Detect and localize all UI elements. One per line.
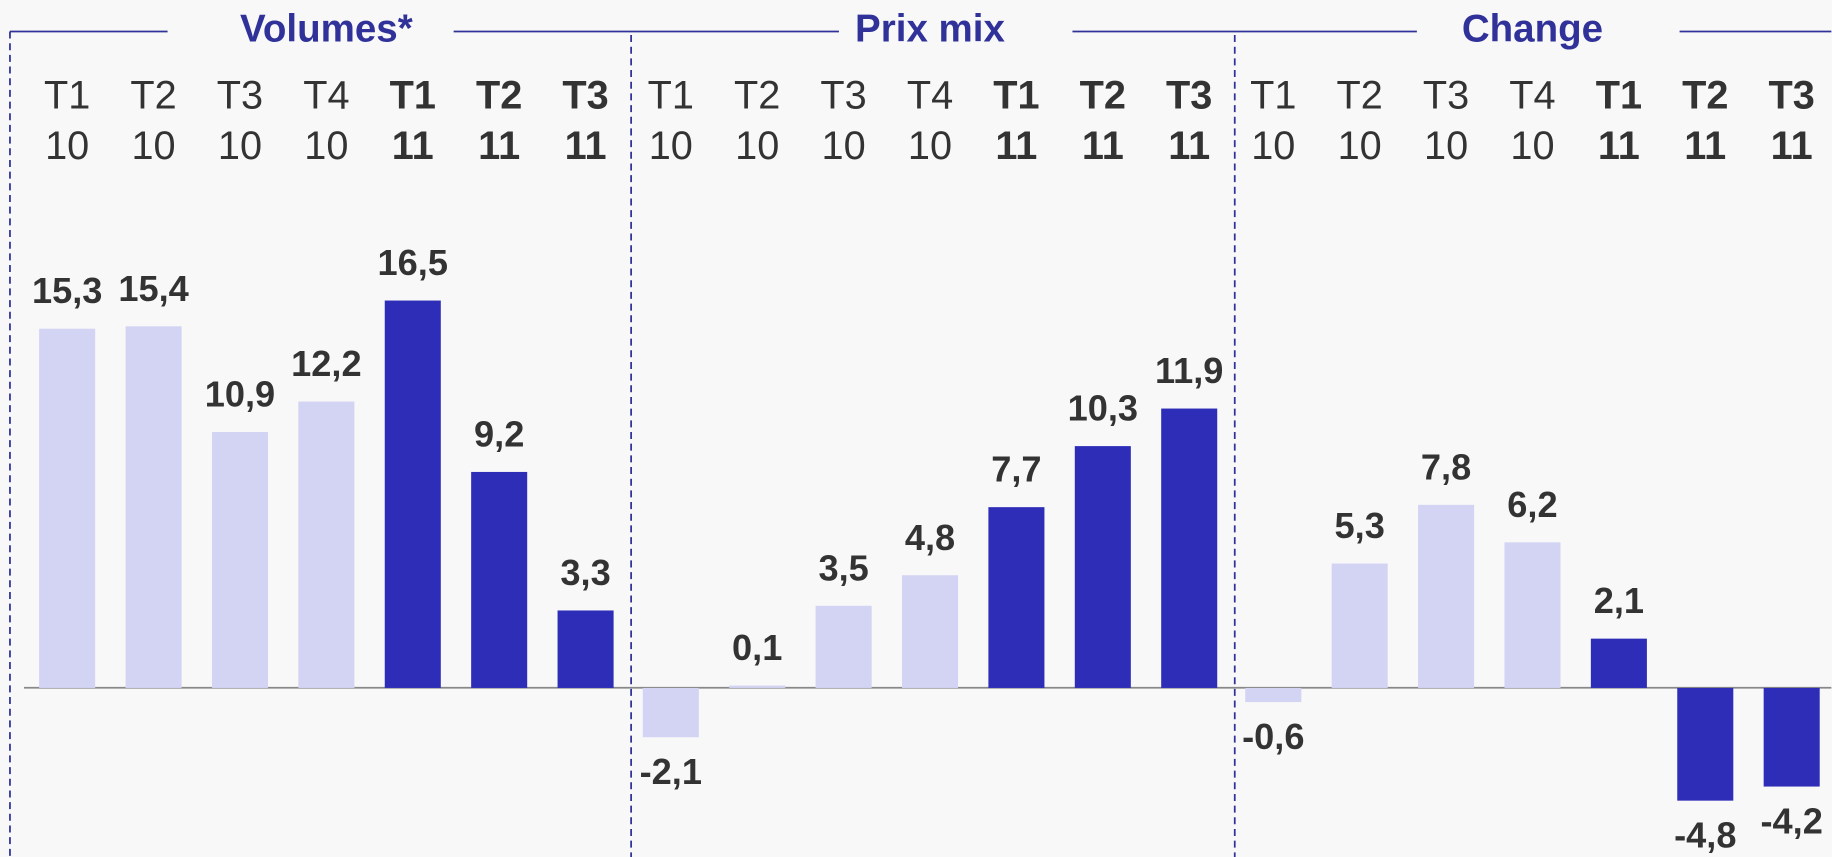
x-tick-label: T1 (1596, 74, 1642, 118)
value-label: 0,1 (732, 627, 782, 668)
x-tick-label: T2 (1682, 74, 1728, 118)
bar (1161, 408, 1218, 688)
value-label: 2,1 (1594, 580, 1644, 621)
bar (39, 328, 96, 688)
x-tick-label: T2 (1080, 74, 1126, 118)
value-label: 16,5 (378, 242, 448, 283)
x-tick-label: 10 (822, 124, 866, 168)
x-tick-label: 10 (1338, 124, 1382, 168)
x-tick-label: T3 (820, 74, 866, 118)
x-tick-label: 11 (1598, 124, 1640, 168)
value-label: 12,2 (291, 343, 361, 384)
x-tick-label: 10 (45, 124, 89, 168)
value-label: 7,8 (1421, 446, 1471, 487)
value-label: 10,3 (1068, 388, 1138, 429)
x-tick-label: T2 (734, 74, 780, 118)
x-tick-label: 11 (995, 124, 1037, 168)
bar (384, 300, 441, 688)
x-tick-label: T1 (44, 74, 90, 118)
bar (1245, 687, 1302, 703)
x-tick-label: T3 (217, 74, 263, 118)
x-tick-label: 10 (1510, 124, 1554, 168)
x-tick-label: T1 (390, 74, 436, 118)
x-tick-label: T4 (303, 74, 349, 118)
value-label: -2,1 (640, 751, 702, 792)
bar (1590, 638, 1647, 688)
value-label: 9,2 (474, 413, 524, 454)
x-tick-label: T2 (130, 74, 176, 118)
x-tick-label: T2 (476, 74, 522, 118)
bar (1074, 446, 1131, 688)
x-tick-label: 11 (392, 124, 434, 168)
x-tick-label: T3 (562, 74, 608, 118)
bar (642, 687, 699, 738)
x-tick-label: T1 (1250, 74, 1296, 118)
value-label: 5,3 (1335, 505, 1385, 546)
x-tick-label: 10 (304, 124, 348, 168)
bar (211, 432, 268, 688)
value-label: 4,8 (905, 517, 955, 558)
panel-title: Prix mix (855, 8, 1005, 51)
x-tick-label: T3 (1423, 74, 1469, 118)
bar (901, 575, 959, 688)
value-label: -4,8 (1674, 815, 1736, 856)
bar (1677, 687, 1734, 801)
value-label: 15,3 (32, 270, 102, 311)
x-tick-label: 10 (735, 124, 779, 168)
x-tick-label: 10 (1251, 124, 1295, 168)
x-tick-label: T4 (907, 74, 953, 118)
value-label: 11,9 (1155, 350, 1223, 391)
x-tick-label: T3 (1166, 74, 1212, 118)
bar (557, 610, 614, 688)
bar (1331, 563, 1388, 688)
bar (1504, 542, 1561, 688)
value-label: -4,2 (1761, 800, 1823, 841)
x-tick-label: 11 (1684, 124, 1726, 168)
value-label: -0,6 (1242, 716, 1304, 757)
bar (471, 471, 528, 688)
bar (815, 605, 872, 688)
value-label: 7,7 (991, 449, 1041, 490)
value-label: 3,5 (818, 547, 868, 588)
x-tick-label: 10 (908, 124, 952, 168)
x-tick-label: 11 (1168, 124, 1210, 168)
panel-title: Change (1462, 8, 1603, 51)
value-label: 10,9 (205, 374, 275, 415)
x-tick-label: 10 (218, 124, 262, 168)
x-tick-label: 10 (649, 124, 693, 168)
x-tick-label: 10 (131, 124, 175, 168)
panel-title: Volumes* (240, 8, 413, 51)
x-tick-label: T2 (1337, 74, 1383, 118)
value-label: 6,2 (1507, 484, 1557, 525)
x-tick-label: T1 (993, 74, 1039, 118)
x-tick-label: 10 (1424, 124, 1468, 168)
bar (1763, 687, 1820, 787)
x-tick-label: 11 (1771, 124, 1813, 168)
bar (729, 685, 786, 688)
x-tick-label: T3 (1769, 74, 1815, 118)
value-label: 15,4 (118, 268, 188, 309)
frame (9, 30, 1832, 857)
bar (1418, 504, 1475, 688)
bar (125, 326, 182, 688)
bar (988, 507, 1045, 688)
x-tick-label: 11 (1082, 124, 1124, 168)
x-tick-label: 11 (478, 124, 520, 168)
x-tick-label: T4 (1509, 74, 1555, 118)
x-tick-label: T1 (648, 74, 694, 118)
bar (298, 401, 355, 688)
value-label: 3,3 (560, 552, 610, 593)
x-tick-label: 11 (565, 124, 607, 168)
